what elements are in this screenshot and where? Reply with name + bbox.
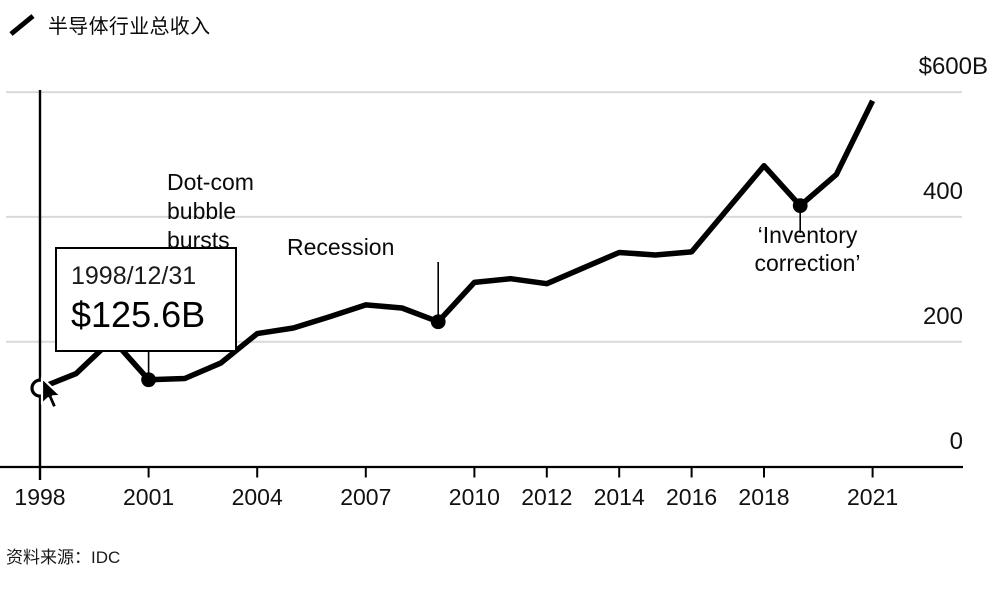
x-tick-label: 2021: [847, 484, 899, 510]
y-tick-label: 0: [949, 427, 963, 455]
x-tick-label: 2016: [666, 484, 718, 510]
x-tick-label: 2001: [123, 484, 175, 510]
x-tick-label: 2004: [231, 484, 283, 510]
x-tick-label: 2014: [593, 484, 645, 510]
chart-title: 半导体行业总收入: [48, 16, 211, 38]
chart-legend: 半导体行业总收入: [8, 10, 210, 39]
annotation-inventory-correction: ‘Inventory correction’: [754, 222, 861, 276]
x-tick-label: 2010: [448, 484, 500, 510]
annotation-recession: Recession: [287, 234, 395, 260]
line-series-icon: [9, 13, 35, 36]
tooltip-date: 1998/12/31: [71, 262, 197, 290]
y-tick-label: 200: [922, 302, 963, 330]
x-tick-label: 2012: [521, 484, 573, 510]
mouse-cursor-icon[interactable]: [40, 377, 66, 413]
x-tick-label: 1998: [14, 484, 66, 510]
x-tick-label: 2018: [738, 484, 790, 510]
x-tick-label: 2007: [340, 484, 392, 510]
y-tick-label: $600B: [918, 53, 988, 81]
y-tick-label: 400: [922, 177, 963, 205]
tooltip-value: $125.6B: [71, 294, 206, 335]
tooltip: 1998/12/31 $125.6B: [55, 247, 237, 352]
annotation-dotcom-bubble: Dot-com bubble bursts: [167, 169, 254, 253]
source-label: 资料来源：IDC: [6, 548, 121, 567]
